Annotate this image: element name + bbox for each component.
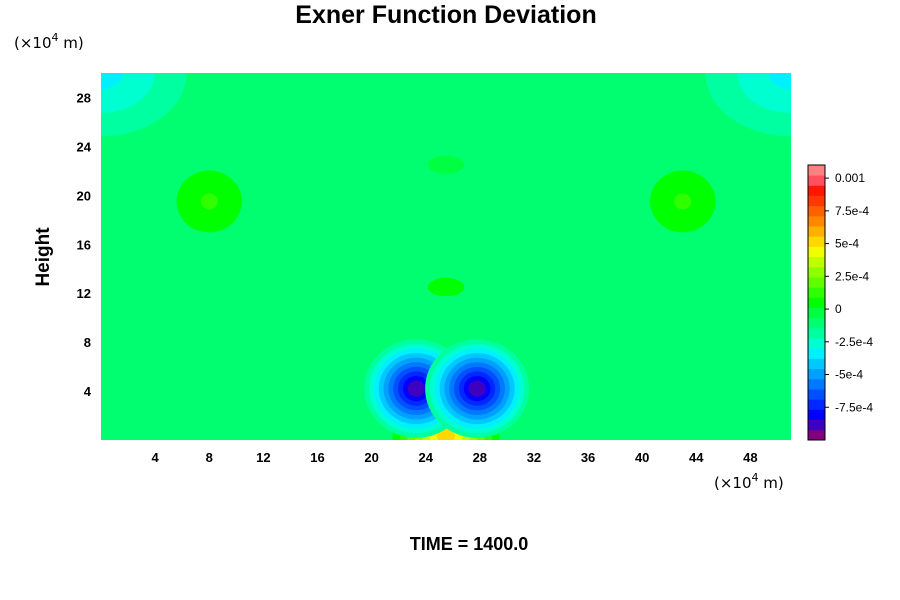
x-unit-label: (×104 m) bbox=[714, 471, 784, 492]
colorbar-swatch bbox=[808, 378, 825, 390]
field-feature bbox=[101, 73, 219, 160]
y-tick-label: 16 bbox=[77, 237, 91, 252]
x-tick-label: 40 bbox=[635, 450, 649, 465]
x-tick-label: 44 bbox=[689, 450, 704, 465]
field-feature bbox=[650, 170, 716, 233]
field-feature bbox=[673, 73, 791, 160]
colorbar-tick-label: -7.5e-4 bbox=[835, 400, 873, 414]
colorbar-tick-label: 2.5e-4 bbox=[835, 269, 869, 283]
colorbar-swatch bbox=[808, 236, 825, 247]
y-tick-label: 12 bbox=[77, 286, 91, 301]
field-feature bbox=[425, 339, 530, 438]
colorbar-swatch bbox=[808, 307, 825, 319]
x-tick-label: 32 bbox=[527, 450, 541, 465]
colorbar-tick-label: -5e-4 bbox=[835, 368, 863, 382]
y-tick-label: 20 bbox=[77, 188, 91, 203]
y-tick-label: 8 bbox=[84, 335, 91, 350]
colorbar-swatch bbox=[808, 338, 825, 349]
colorbar-swatch bbox=[808, 266, 825, 278]
colorbar-tick-label: -2.5e-4 bbox=[835, 335, 873, 349]
x-axis-ticks: 4 8 12 16 20 24 28 32 36 40 44 48 bbox=[152, 450, 758, 465]
x-tick-label: 20 bbox=[364, 450, 378, 465]
contour-band bbox=[101, 73, 124, 90]
x-tick-label: 48 bbox=[743, 450, 757, 465]
contour-band bbox=[674, 193, 692, 210]
colorbar-swatch bbox=[808, 317, 825, 329]
y-tick-label: 24 bbox=[77, 139, 92, 154]
colorbar-swatch bbox=[808, 205, 825, 217]
colorbar-swatch bbox=[808, 348, 825, 359]
x-tick-label: 12 bbox=[256, 450, 270, 465]
contour-band bbox=[436, 429, 456, 440]
colorbar-tick-label: 5e-4 bbox=[835, 237, 859, 251]
x-tick-label: 36 bbox=[581, 450, 595, 465]
colorbar-tick-label: 0 bbox=[835, 302, 842, 316]
x-tick-label: 8 bbox=[206, 450, 213, 465]
colorbar-swatch bbox=[808, 215, 825, 227]
heatmap-plot-area bbox=[101, 73, 791, 440]
colorbar-swatch bbox=[808, 419, 825, 431]
colorbar-swatch bbox=[808, 399, 825, 410]
x-tick-label: 24 bbox=[418, 450, 433, 465]
colorbar-swatch bbox=[808, 256, 825, 268]
colorbar-frame bbox=[807, 164, 826, 441]
colorbar-swatch bbox=[808, 195, 825, 207]
x-tick-label: 4 bbox=[152, 450, 160, 465]
contour-band bbox=[468, 380, 486, 397]
colorbar-swatch bbox=[808, 327, 825, 339]
x-tick-label: 28 bbox=[473, 450, 487, 465]
y-axis-label: Height bbox=[33, 227, 54, 287]
colorbar-tick-label: 0.001 bbox=[835, 171, 865, 185]
y-axis-ticks: 4 8 12 16 20 24 28 bbox=[77, 90, 92, 399]
contour-band bbox=[407, 380, 425, 397]
field-feature bbox=[427, 277, 465, 297]
field-feature bbox=[427, 155, 465, 174]
field-feature bbox=[176, 170, 242, 233]
contour-band bbox=[427, 155, 465, 174]
time-label: TIME = 1400.0 bbox=[410, 534, 529, 554]
chart-title: Exner Function Deviation bbox=[295, 1, 596, 29]
y-unit-label: (×104 m) bbox=[14, 31, 84, 52]
colorbar-swatch bbox=[808, 368, 825, 380]
colorbar-swatch bbox=[808, 175, 825, 186]
contour-band bbox=[427, 277, 465, 297]
x-tick-label: 16 bbox=[310, 450, 324, 465]
y-tick-label: 4 bbox=[84, 384, 92, 399]
colorbar-swatch bbox=[808, 185, 825, 196]
y-tick-label: 28 bbox=[77, 90, 91, 105]
colorbar-swatch bbox=[808, 287, 825, 298]
colorbar-swatch bbox=[808, 246, 825, 258]
colorbar-swatch bbox=[808, 165, 825, 176]
colorbar-swatch bbox=[808, 409, 825, 421]
contour-band bbox=[200, 193, 218, 210]
colorbar: 0.001 7.5e-4 5e-4 2.5e-4 0 -2.5e-4 -5e-4 -7.5e-… bbox=[807, 164, 873, 441]
colorbar-swatch bbox=[808, 277, 825, 288]
colorbar-tick-label: 7.5e-4 bbox=[835, 204, 869, 218]
contour-band bbox=[768, 73, 791, 90]
colorbar-swatch bbox=[808, 429, 825, 441]
colorbar-swatch bbox=[808, 297, 825, 308]
colorbar-swatch bbox=[808, 358, 825, 370]
colorbar-swatch bbox=[808, 389, 825, 400]
colorbar-swatch bbox=[808, 226, 825, 237]
